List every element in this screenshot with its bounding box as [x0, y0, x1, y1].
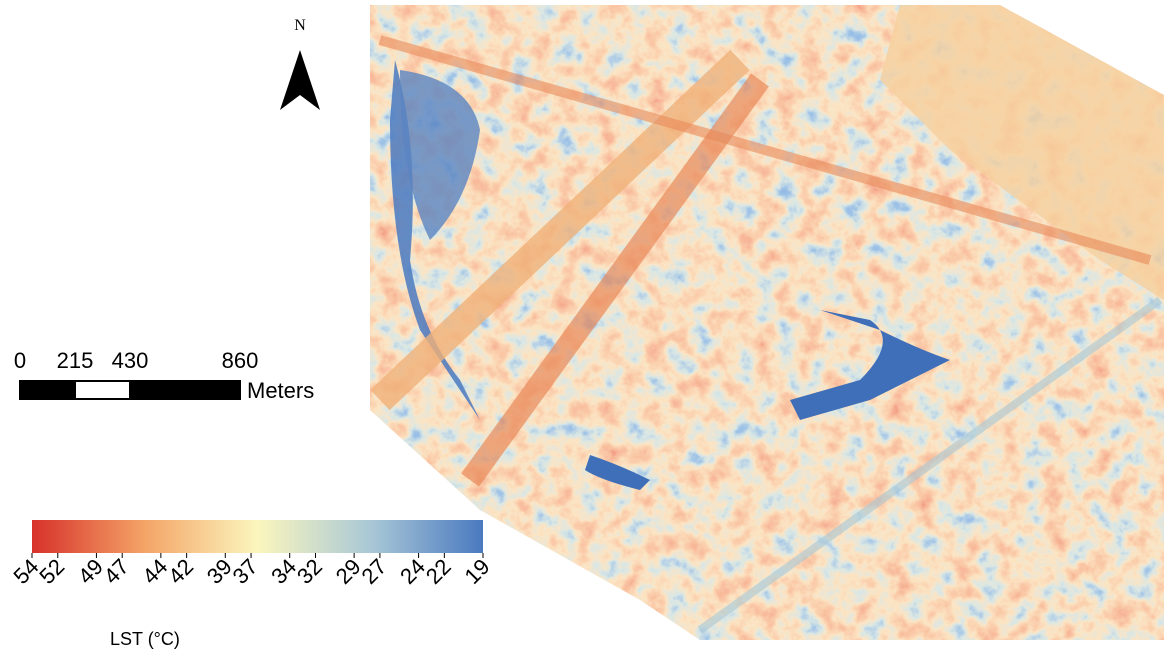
scale-label: 0	[14, 348, 26, 373]
scale-unit: Meters	[247, 378, 314, 403]
legend-tick-label: 52	[34, 554, 69, 589]
legend-tick-label: 27	[356, 554, 391, 589]
scale-label: 215	[57, 348, 94, 373]
legend-tick-label: 22	[421, 554, 456, 589]
scale-label: 860	[222, 348, 259, 373]
scale-segment	[20, 381, 75, 399]
lst-map: N 0215430860Meters 545249474442393734322…	[0, 0, 1164, 665]
scale-segment	[75, 381, 130, 399]
color-bar	[32, 520, 483, 553]
legend-tick-label: 19	[460, 554, 495, 589]
scale-label: 430	[112, 348, 149, 373]
scale-bar: 0 215 430 860 Meters	[14, 348, 314, 403]
legend-tick-label: 47	[99, 554, 134, 589]
scale-segment	[130, 381, 240, 399]
legend-title: LST (°C)	[110, 629, 180, 649]
north-label: N	[294, 17, 306, 34]
legend-tick-label: 32	[292, 554, 327, 589]
north-arrow	[280, 50, 320, 110]
legend-tick-label: 37	[228, 554, 263, 589]
legend-tick-label: 42	[163, 554, 198, 589]
